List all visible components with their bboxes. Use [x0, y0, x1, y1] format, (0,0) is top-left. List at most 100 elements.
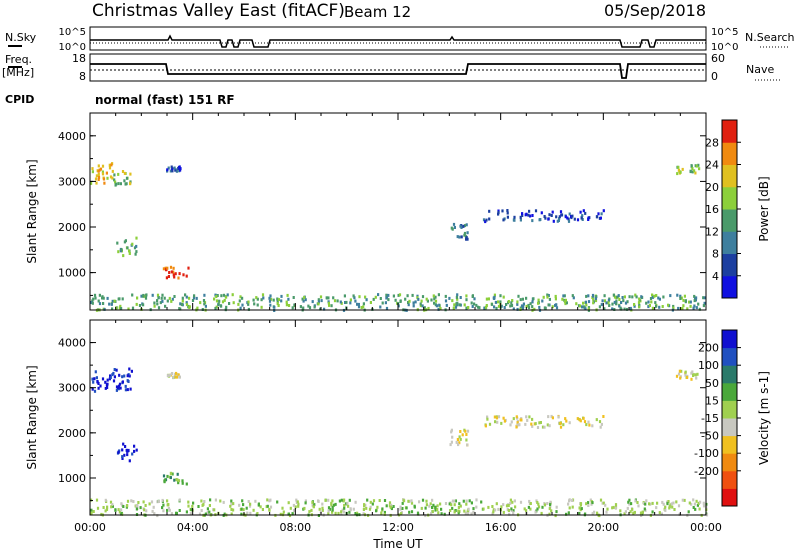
- power-cell: [168, 271, 171, 274]
- velocity-cell: [512, 509, 515, 513]
- power-cell: [465, 223, 468, 227]
- power-cell: [156, 302, 159, 306]
- velocity-cell: [166, 474, 169, 478]
- velocity-cell: [310, 508, 313, 512]
- velocity-cell: [449, 509, 452, 512]
- velocity-cell: [124, 445, 127, 448]
- power-cell: [91, 299, 94, 303]
- power-cell: [598, 305, 601, 309]
- velocity-cell: [282, 510, 285, 514]
- velocity-cell: [534, 510, 537, 514]
- power-cell: [118, 297, 121, 301]
- velocity-cell: [380, 511, 383, 515]
- power-colorbar-tick-label: 4: [712, 270, 719, 283]
- power-cell: [163, 296, 166, 300]
- velocity-cell: [163, 480, 166, 484]
- power-cell: [260, 298, 263, 302]
- power-cell: [519, 215, 522, 219]
- power-cell: [485, 218, 488, 222]
- velocity-cell: [312, 505, 315, 509]
- velocity-cell: [578, 511, 581, 515]
- velocity-cell: [567, 502, 570, 506]
- velocity-cell: [453, 510, 456, 514]
- velocity-echo-patch: [162, 471, 188, 486]
- velocity-cell: [151, 509, 154, 513]
- velocity-ytick-label: 1000: [58, 472, 86, 485]
- power-cell: [459, 296, 462, 299]
- velocity-cell: [550, 509, 553, 513]
- velocity-cell: [133, 449, 136, 453]
- velocity-cell: [130, 369, 133, 373]
- velocity-cell: [122, 505, 125, 508]
- velocity-cell: [475, 498, 478, 502]
- power-cell: [502, 295, 505, 299]
- velocity-cell: [200, 509, 203, 512]
- power-cell: [99, 167, 103, 171]
- velocity-cell: [400, 512, 403, 516]
- velocity-cell: [580, 507, 583, 511]
- nsearch-label: N.Search: [745, 31, 795, 44]
- velocity-cell: [365, 506, 368, 510]
- velocity-cell: [238, 503, 241, 507]
- power-cell: [497, 300, 500, 304]
- power-cell: [394, 298, 397, 302]
- power-cell: [327, 296, 330, 300]
- velocity-cell: [458, 435, 461, 439]
- power-cell: [136, 296, 139, 300]
- velocity-cell: [297, 502, 300, 506]
- power-cell: [218, 299, 221, 303]
- velocity-cell: [334, 502, 337, 506]
- power-cell: [465, 237, 468, 241]
- power-cell: [592, 294, 595, 298]
- velocity-cell: [526, 418, 529, 422]
- power-cell: [191, 299, 195, 302]
- velocity-cell: [354, 500, 357, 504]
- velocity-cell: [95, 498, 99, 502]
- power-cell: [667, 303, 670, 307]
- velocity-cell: [268, 507, 271, 511]
- power-cell: [327, 301, 330, 305]
- velocity-cell: [383, 512, 386, 516]
- velocity-cell: [104, 498, 107, 502]
- velocity-cell: [428, 504, 431, 508]
- power-cell: [558, 215, 561, 219]
- velocity-cell: [178, 498, 181, 502]
- velocity-colorbar-tick-label: -200: [694, 465, 719, 478]
- freq-tick-high: 18: [72, 52, 86, 65]
- power-cell: [531, 219, 534, 223]
- velocity-cell: [514, 505, 517, 509]
- power-cell: [108, 166, 112, 170]
- velocity-cell: [152, 505, 155, 509]
- velocity-cell: [497, 415, 501, 419]
- power-echo-patch: [113, 170, 132, 187]
- power-cell: [615, 302, 618, 306]
- velocity-cell: [403, 499, 406, 503]
- power-echo-patch: [450, 222, 469, 241]
- velocity-cell: [456, 438, 459, 441]
- velocity-cell: [317, 499, 320, 503]
- power-cell: [625, 307, 629, 311]
- power-cell: [695, 296, 698, 300]
- velocity-cell: [531, 424, 534, 428]
- power-cell: [499, 294, 502, 298]
- velocity-cell: [219, 499, 222, 503]
- velocity-cell: [583, 420, 587, 424]
- power-cell: [631, 295, 634, 299]
- velocity-cell: [453, 503, 456, 507]
- power-cell: [288, 304, 291, 307]
- velocity-cell: [495, 502, 498, 506]
- velocity-cell: [673, 508, 676, 511]
- power-cell: [407, 301, 410, 304]
- velocity-cell: [693, 502, 696, 506]
- power-cell: [691, 170, 694, 174]
- velocity-cell: [525, 415, 528, 419]
- power-cell: [521, 306, 524, 310]
- velocity-cell: [171, 472, 174, 476]
- velocity-cell: [430, 512, 433, 516]
- power-echo-patch: [162, 265, 190, 280]
- power-cell: [192, 296, 196, 300]
- power-cell: [345, 300, 348, 304]
- velocity-cell: [420, 506, 423, 510]
- power-cell: [165, 268, 168, 272]
- power-cell: [118, 306, 121, 310]
